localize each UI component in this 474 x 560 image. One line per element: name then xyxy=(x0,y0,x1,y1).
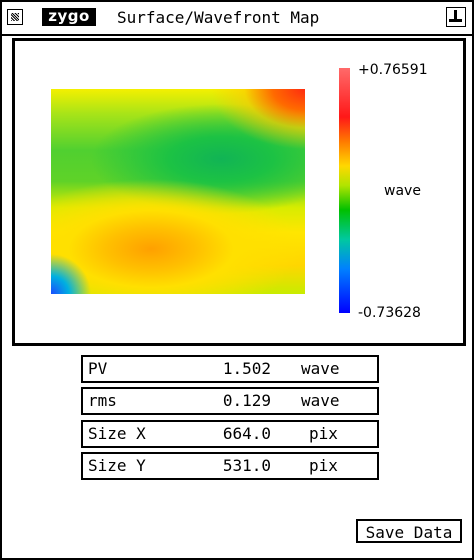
color-scale-bar xyxy=(339,68,350,313)
window-title: Surface/Wavefront Map xyxy=(117,8,320,27)
stat-size-y: Size Y 531.0 pix xyxy=(81,452,379,480)
stat-label: Size X xyxy=(88,424,146,443)
stat-rms: rms 0.129 wave xyxy=(81,387,379,415)
colorbar-unit-label: wave xyxy=(384,183,421,199)
stat-value: 0.129 xyxy=(222,391,271,410)
stat-value: 1.502 xyxy=(222,359,271,378)
wavefront-map-image[interactable] xyxy=(51,89,305,294)
surface-map-panel: +0.76591 wave -0.73628 xyxy=(12,38,466,346)
colorbar-max-label: +0.76591 xyxy=(358,62,428,78)
stat-label: Size Y xyxy=(88,456,146,475)
stat-unit: pix xyxy=(309,456,338,475)
stat-unit: pix xyxy=(309,424,338,443)
stat-value: 531.0 xyxy=(222,456,271,475)
zygo-logo: zygo xyxy=(42,8,96,26)
stat-pv: PV 1.502 wave xyxy=(81,355,379,383)
stat-value: 664.0 xyxy=(222,424,271,443)
stat-unit: wave xyxy=(301,359,340,378)
title-bar[interactable]: zygo Surface/Wavefront Map xyxy=(2,2,472,36)
colorbar-min-label: -0.73628 xyxy=(358,305,421,321)
stat-size-x: Size X 664.0 pix xyxy=(81,420,379,448)
save-data-button[interactable]: Save Data xyxy=(356,519,462,543)
stat-unit: wave xyxy=(301,391,340,410)
stat-label: PV xyxy=(88,359,108,378)
pin-icon[interactable] xyxy=(446,7,466,27)
stat-label: rms xyxy=(88,391,117,410)
close-box-icon[interactable] xyxy=(7,9,23,25)
